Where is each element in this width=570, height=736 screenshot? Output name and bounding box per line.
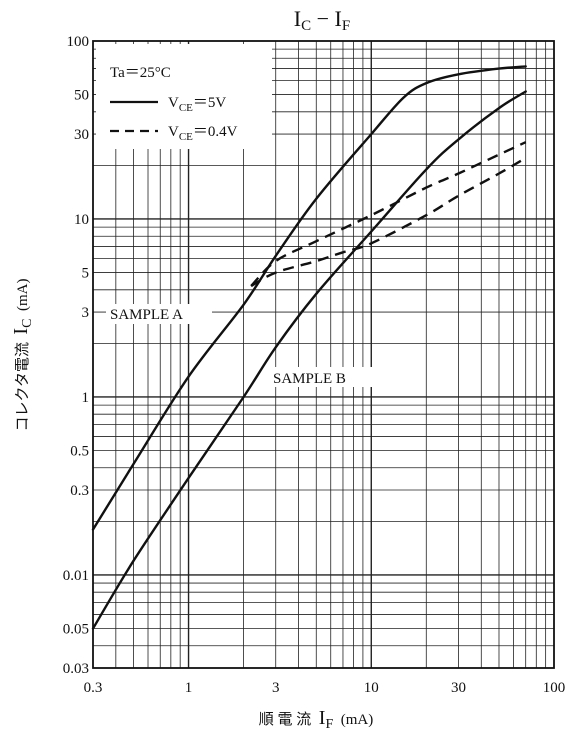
- y-axis-label: コレクタ電流 IC (mA): [10, 279, 35, 432]
- x-tick-label: 3: [272, 680, 280, 696]
- legend-entry-vce-5v: VCE＝5V: [168, 95, 226, 114]
- legend: Ta＝25°C VCE＝5V VCE＝0.4V: [96, 44, 272, 149]
- x-axis-label-sub: F: [325, 717, 333, 732]
- x-axis-label-prefix: 順 電 流: [259, 711, 312, 728]
- legend-entry-2-main: V: [168, 124, 179, 140]
- tick-labels: 0.3 1 3 10 30 100 0.03 0.05 0.01 0.3 0.5 1 3 5 10 30 50 1…: [63, 34, 566, 696]
- x-tick-label: 1: [185, 680, 193, 696]
- y-tick-label: 10: [74, 212, 89, 228]
- x-tick-label: 10: [364, 680, 379, 696]
- y-tick-label: 0.03: [63, 661, 89, 677]
- legend-entry-1-main: V: [168, 95, 179, 111]
- legend-entry-1-rest: ＝5V: [193, 95, 227, 111]
- y-axis-label-main: I: [10, 328, 32, 335]
- title-main-2: I: [335, 6, 342, 31]
- plot-frame: [92, 40, 555, 669]
- y-tick-label: 30: [74, 127, 89, 143]
- series-line-1: [91, 65, 527, 531]
- sample-b-label-bg: [269, 367, 375, 387]
- sample-a-label: SAMPLE A: [110, 307, 183, 323]
- y-tick-label: 1: [82, 390, 90, 406]
- x-tick-label: 100: [543, 680, 566, 696]
- y-tick-label: 50: [74, 88, 89, 104]
- y-tick-label: 0.3: [70, 483, 89, 499]
- data-series: [91, 65, 527, 630]
- legend-entry-vce-04v: VCE＝0.4V: [168, 124, 238, 143]
- legend-condition: Ta＝25°C: [110, 65, 171, 81]
- chart-title: IC − IF: [294, 6, 350, 34]
- y-tick-label: 0.5: [70, 444, 89, 460]
- y-tick-label: 0.05: [63, 622, 89, 638]
- x-tick-label: 30: [451, 680, 466, 696]
- title-sub-1: C: [301, 18, 311, 34]
- y-tick-label: 0.01: [63, 568, 89, 584]
- y-tick-label: 100: [67, 34, 90, 50]
- x-axis-label: 順 電 流 IF (mA): [259, 707, 373, 732]
- y-axis-label-unit: (mA): [15, 279, 31, 312]
- x-axis-label-unit: (mA): [341, 712, 374, 728]
- sample-b-label: SAMPLE B: [273, 371, 346, 387]
- y-axis-label-prefix: コレクタ電流: [14, 342, 31, 431]
- x-axis-label-main: I: [319, 707, 326, 729]
- y-tick-label: 3: [82, 305, 90, 321]
- title-sub-2: F: [342, 18, 350, 34]
- legend-entry-2-rest: ＝0.4V: [193, 124, 238, 140]
- title-sep: −: [311, 6, 334, 31]
- legend-entry-1-sub: CE: [179, 102, 193, 114]
- sample-a-label-bg: [106, 304, 212, 324]
- y-tick-label: 5: [82, 266, 90, 282]
- series-line-2: [91, 90, 527, 630]
- title-main-1: I: [294, 6, 301, 31]
- x-tick-label: 0.3: [84, 680, 103, 696]
- series-line-3: [250, 141, 527, 287]
- legend-entry-2-sub: CE: [179, 131, 193, 143]
- series-line-4: [250, 156, 527, 288]
- y-axis-label-sub: C: [20, 319, 35, 328]
